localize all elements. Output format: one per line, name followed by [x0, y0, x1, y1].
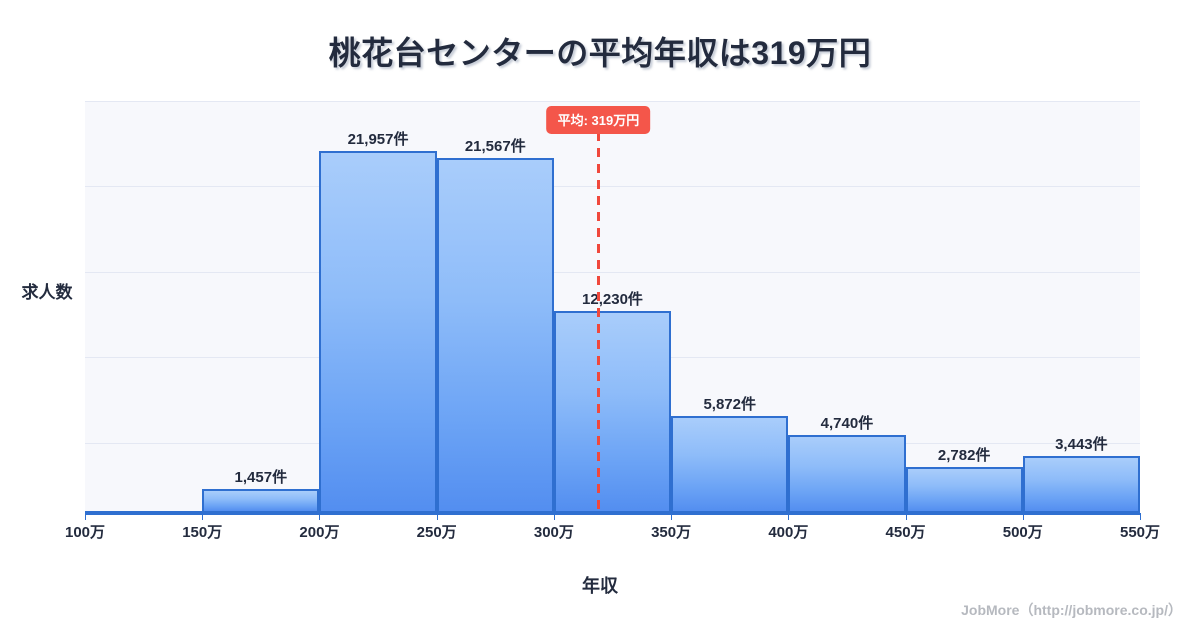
bar-value-label: 2,782件	[937, 447, 991, 465]
x-tick-mark	[553, 513, 555, 520]
x-tick-label: 250万	[416, 524, 457, 541]
bar	[788, 434, 906, 513]
bar	[905, 467, 1023, 513]
x-tick-mark	[202, 513, 204, 520]
x-tick-mark	[319, 513, 321, 520]
x-tick-label: 100万	[64, 524, 106, 541]
x-tick-label: 400万	[768, 524, 809, 541]
x-tick-label: 550万	[1119, 524, 1161, 541]
average-badge: 平均: 319万円	[546, 106, 651, 134]
bar-value-label: 3,443件	[1055, 436, 1108, 454]
x-tick-label: 500万	[1002, 524, 1043, 541]
x-tick-label: 150万	[182, 524, 223, 541]
bar	[671, 416, 789, 513]
gridline	[85, 101, 1140, 102]
x-tick-label: 200万	[299, 524, 340, 541]
x-tick-mark	[1022, 513, 1024, 520]
y-axis-title: 求人数	[21, 283, 73, 302]
x-axis-title: 年収	[582, 576, 618, 596]
x-tick-mark	[1140, 513, 1141, 520]
x-tick-mark	[436, 513, 438, 520]
x-tick-label: 350万	[651, 524, 692, 541]
bar	[202, 488, 320, 513]
bar	[553, 311, 672, 513]
page-title: 桃花台センターの平均年収は319万円	[328, 35, 872, 71]
gridline	[85, 186, 1140, 187]
bar-value-label: 21,957件	[347, 131, 409, 149]
x-tick-label: 300万	[533, 524, 574, 541]
bar-value-label: 1,457件	[234, 468, 288, 486]
bar	[85, 511, 203, 513]
average-line	[597, 132, 601, 514]
x-axis-line	[85, 513, 1140, 515]
bar	[436, 157, 554, 513]
bar-value-label: 4,740件	[820, 414, 874, 432]
x-tick-mark	[671, 513, 673, 520]
x-tick-mark	[788, 513, 790, 520]
bar-value-label: 5,872件	[703, 396, 756, 414]
bar-value-label: 21,567件	[464, 137, 526, 155]
bar-value-label: 12,230件	[582, 291, 643, 309]
x-tick-mark	[905, 513, 907, 520]
gridline	[85, 272, 1140, 273]
x-tick-label: 450万	[885, 524, 926, 541]
bar	[1022, 456, 1140, 513]
x-tick-mark	[85, 513, 86, 520]
bar	[319, 151, 437, 513]
footer-credit: JobMore（http://jobmore.co.jp/）	[961, 602, 1182, 618]
